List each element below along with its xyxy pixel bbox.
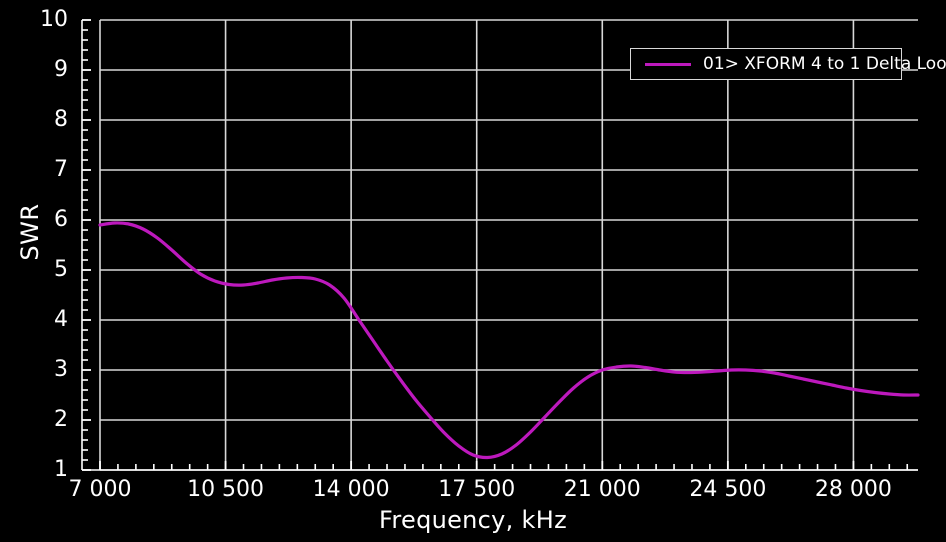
y-tick-label: 2 xyxy=(54,407,68,432)
legend-entry-label: 01> XFORM 4 to 1 Delta Loop xyxy=(703,54,946,74)
y-tick-label: 8 xyxy=(54,107,68,132)
x-tick-label: 17 500 xyxy=(438,477,516,502)
y-tick-label: 9 xyxy=(54,57,68,82)
y-tick-label: 1 xyxy=(54,457,68,482)
x-tick-label: 7 000 xyxy=(68,477,132,502)
x-axis-title: Frequency, kHz xyxy=(379,506,567,534)
x-tick-label: 21 000 xyxy=(563,477,641,502)
y-tick-label: 7 xyxy=(54,157,68,182)
x-tick-label: 14 000 xyxy=(312,477,390,502)
y-tick-label: 6 xyxy=(54,207,68,232)
y-tick-label: 10 xyxy=(40,7,68,32)
y-tick-label: 3 xyxy=(54,357,68,382)
x-tick-label: 10 500 xyxy=(187,477,265,502)
y-tick-label: 5 xyxy=(54,257,68,282)
y-tick-label: 4 xyxy=(54,307,68,332)
legend: 01> XFORM 4 to 1 Delta Loop xyxy=(630,48,946,80)
x-tick-label: 28 000 xyxy=(814,477,892,502)
x-tick-label: 24 500 xyxy=(689,477,767,502)
data-trace-0 xyxy=(98,221,920,460)
legend-line-swatch xyxy=(645,62,691,66)
